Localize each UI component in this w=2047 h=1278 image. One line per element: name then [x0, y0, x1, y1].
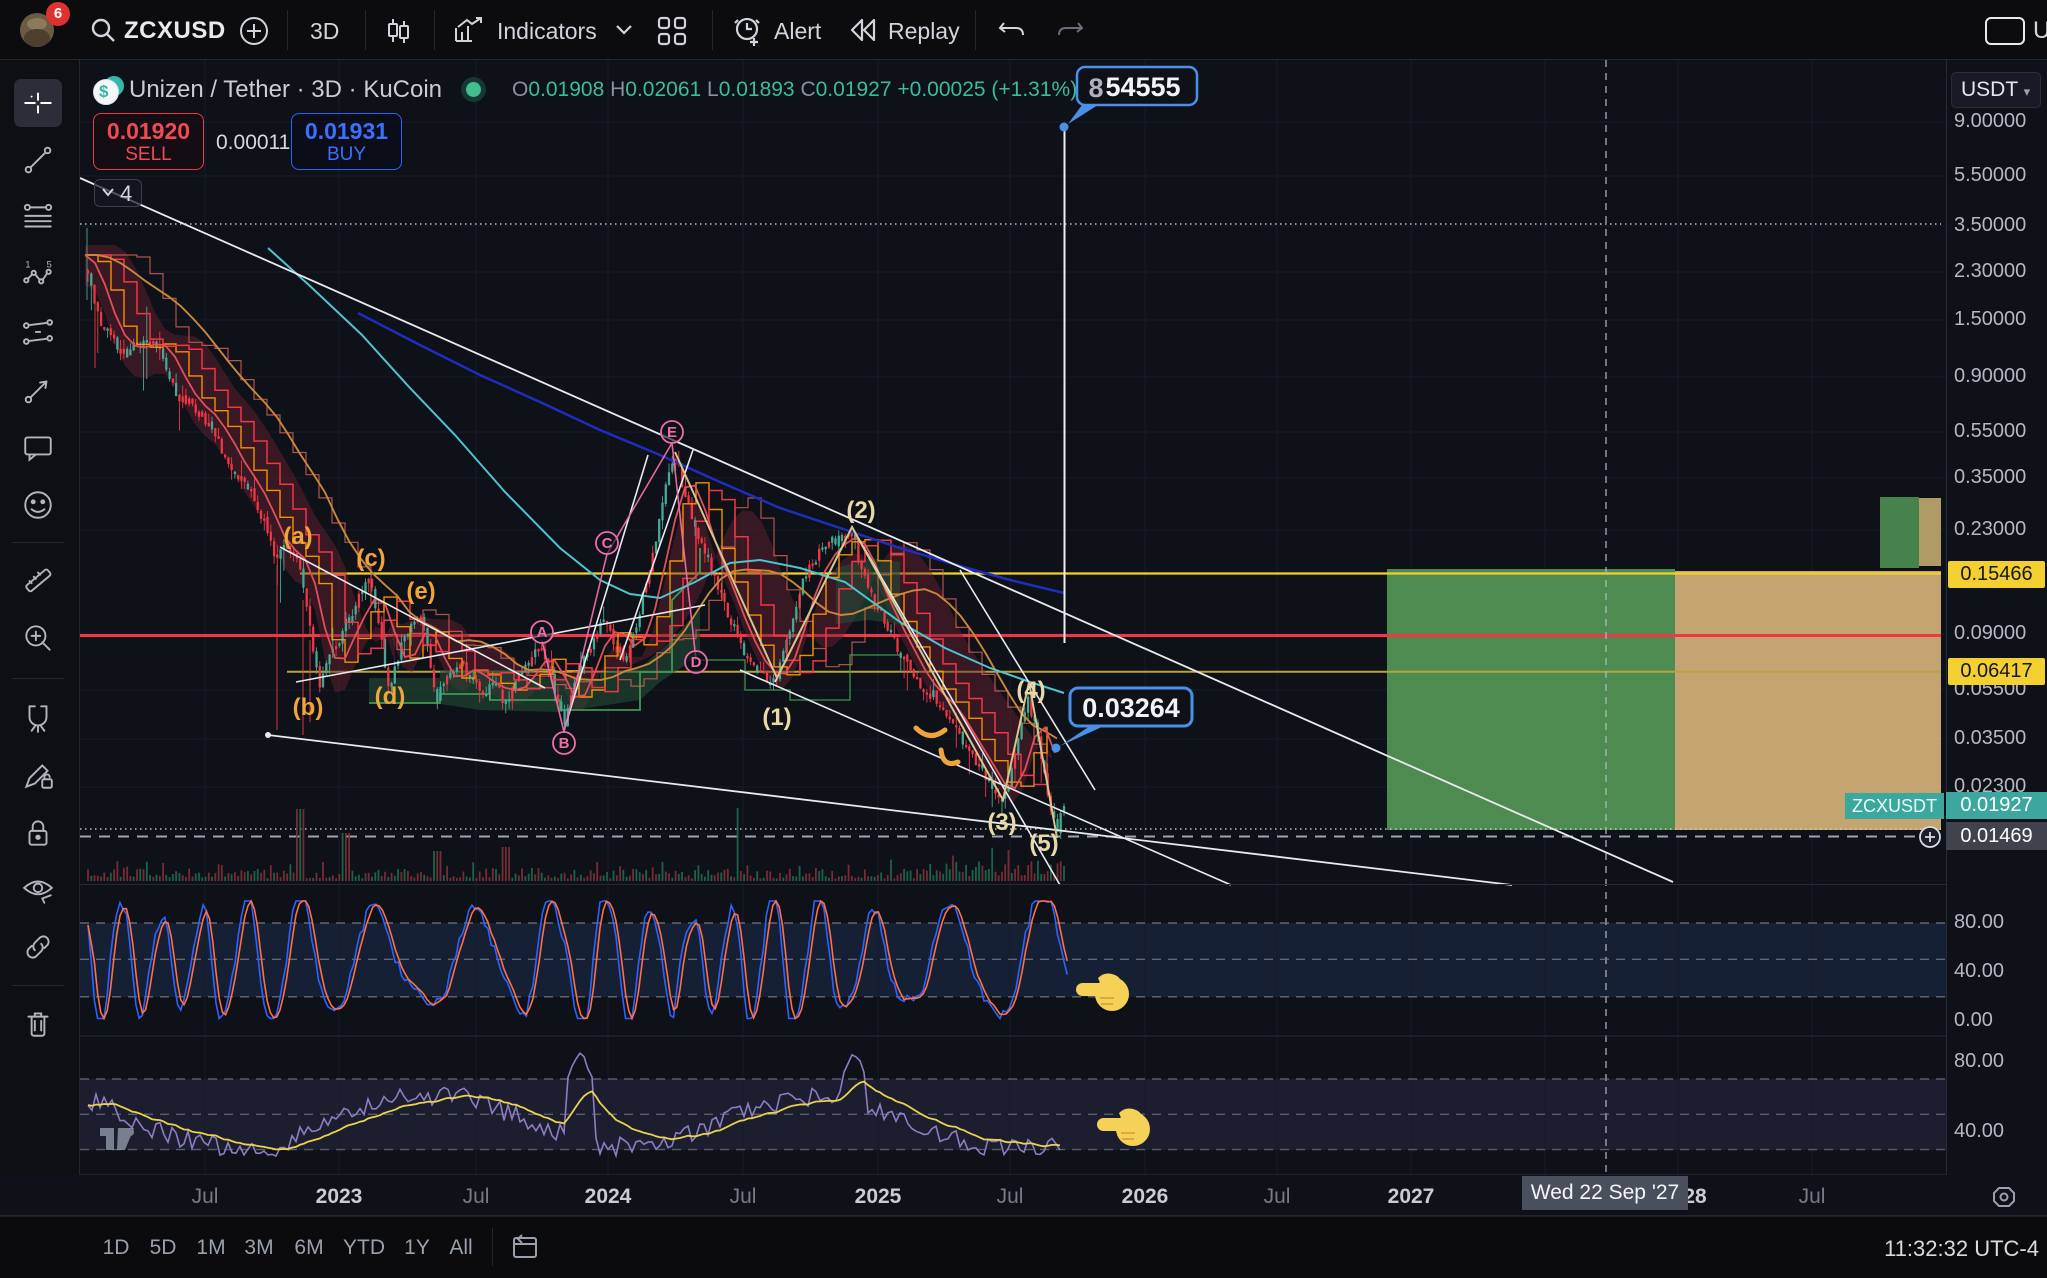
svg-text:(e): (e) [406, 578, 435, 605]
svg-text:(2): (2) [846, 497, 875, 524]
svg-text:(d): (d) [375, 683, 406, 710]
svg-text:A: A [537, 624, 548, 641]
svg-text:(5): (5) [1029, 830, 1058, 857]
svg-text:54555: 54555 [1105, 72, 1180, 102]
svg-text:(b): (b) [293, 694, 324, 721]
svg-text:C: C [602, 535, 613, 552]
svg-text:(3): (3) [987, 809, 1016, 836]
svg-text:0.03264: 0.03264 [1082, 693, 1180, 723]
svg-text:E: E [667, 424, 677, 441]
svg-text:D: D [691, 654, 702, 671]
svg-text:(4): (4) [1016, 677, 1045, 704]
svg-text:1: 1 [25, 260, 30, 271]
svg-text:(c): (c) [356, 545, 385, 572]
svg-text:(1): (1) [762, 704, 791, 731]
svg-text:B: B [559, 735, 570, 752]
svg-text:5: 5 [47, 260, 52, 271]
svg-text:(a): (a) [283, 523, 312, 550]
svg-text:8: 8 [1088, 73, 1103, 103]
